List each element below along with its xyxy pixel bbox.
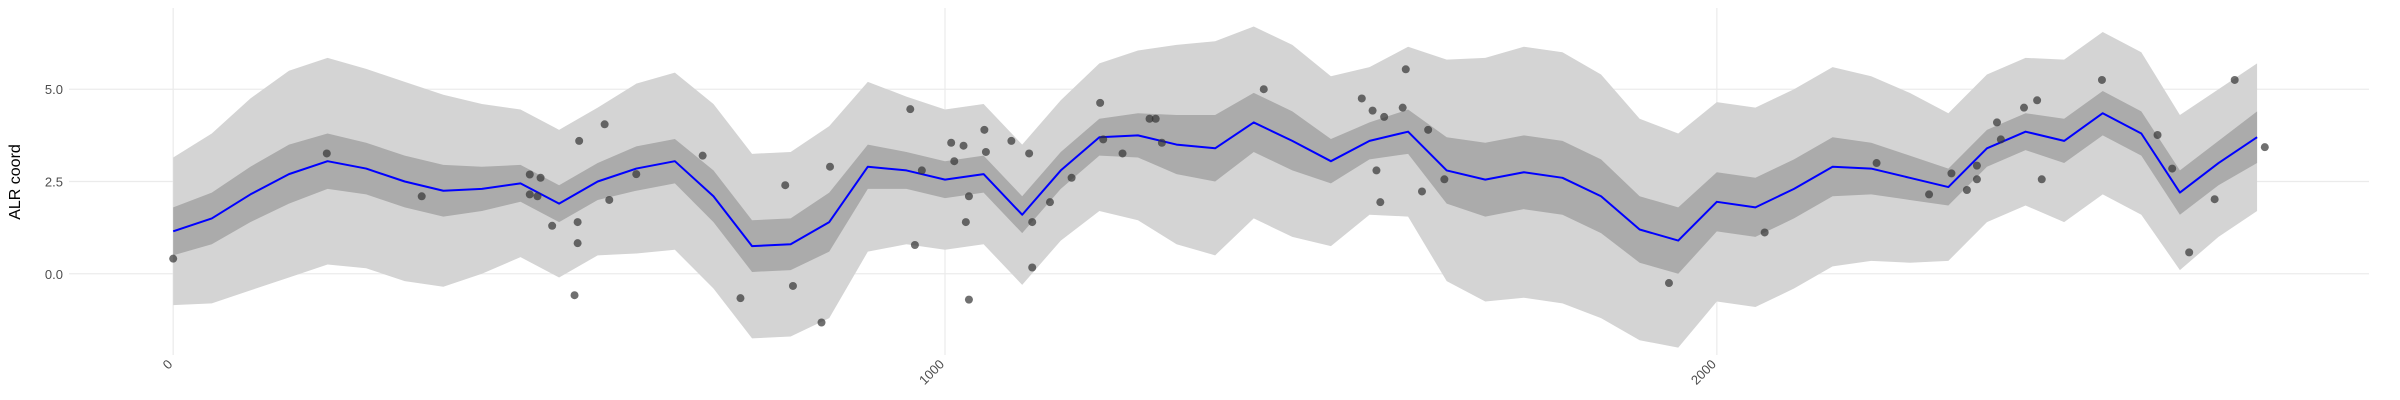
observation-point	[980, 125, 989, 134]
observation-point	[1872, 159, 1881, 168]
observation-point	[1401, 65, 1410, 74]
observation-point	[1376, 198, 1385, 207]
observation-point	[1099, 135, 1108, 144]
observation-point	[575, 136, 584, 145]
observation-point	[2230, 75, 2239, 84]
observation-point	[2033, 96, 2042, 105]
observation-point	[950, 157, 959, 166]
observation-point	[1145, 114, 1154, 123]
observation-point	[981, 147, 990, 156]
observation-point	[826, 162, 835, 171]
x-tick-label: 2000	[1688, 357, 1719, 388]
observation-point	[533, 192, 542, 201]
observation-point	[536, 173, 545, 182]
observation-point	[1760, 228, 1769, 237]
observation-point	[605, 195, 614, 204]
observation-point	[736, 294, 745, 303]
observation-point	[632, 170, 641, 179]
observation-point	[1259, 85, 1268, 94]
observation-point	[964, 192, 973, 201]
observation-point	[600, 120, 609, 129]
observation-point	[525, 190, 534, 199]
observation-point	[1664, 279, 1673, 288]
observation-point	[961, 218, 970, 227]
observation-point	[1118, 149, 1127, 158]
y-tick-label: 5.0	[45, 82, 63, 97]
observation-point	[910, 240, 919, 249]
observation-point	[1947, 169, 1956, 178]
observation-point	[1096, 98, 1105, 107]
observation-point	[1157, 138, 1166, 147]
observation-point	[417, 192, 426, 201]
observation-point	[573, 218, 582, 227]
observation-point	[322, 149, 331, 158]
y-tick-label: 2.5	[45, 175, 63, 190]
observation-point	[698, 151, 707, 160]
credible-band	[173, 91, 2258, 274]
observation-point	[1996, 135, 2005, 144]
observation-point	[525, 170, 534, 179]
observation-point	[1151, 114, 1160, 123]
y-axis-label: ALR coord	[7, 144, 24, 220]
observation-point	[1368, 106, 1377, 115]
observation-point	[1398, 103, 1407, 112]
observation-point	[1972, 161, 1981, 170]
observation-point	[817, 318, 826, 327]
observation-point	[788, 281, 797, 290]
observation-point	[1007, 136, 1016, 145]
observation-point	[1045, 198, 1054, 207]
observation-point	[2185, 248, 2194, 257]
observation-point	[1925, 190, 1934, 199]
observation-point	[2210, 195, 2219, 204]
observation-point	[2020, 103, 2028, 112]
credible-band	[173, 26, 2258, 348]
observation-point	[1424, 125, 1433, 134]
plot-area	[169, 26, 2269, 348]
observation-point	[548, 221, 557, 230]
observation-point	[2260, 143, 2269, 152]
observation-point	[2153, 130, 2162, 139]
observation-point	[1417, 187, 1426, 196]
observation-point	[1028, 263, 1037, 272]
mean-line	[172, 112, 2258, 248]
observation-point	[1025, 149, 1034, 158]
observation-point	[1357, 94, 1366, 103]
observation-point	[1380, 112, 1389, 121]
observation-point	[964, 295, 973, 304]
y-tick-label: 0.0	[45, 267, 63, 282]
observation-point	[1440, 175, 1449, 184]
x-tick-label: 1000	[916, 357, 947, 388]
observation-point	[906, 105, 915, 114]
observation-point	[947, 138, 956, 147]
observation-point	[570, 291, 579, 300]
observation-point	[781, 181, 790, 190]
observation-point	[959, 141, 968, 150]
observation-point	[2037, 175, 2046, 184]
observation-point	[917, 166, 926, 175]
observation-point	[2168, 164, 2177, 173]
x-tick-label: 0	[160, 357, 176, 373]
observation-point	[1992, 118, 2001, 127]
observation-point	[169, 254, 178, 263]
observation-point	[2097, 75, 2106, 84]
observation-point	[1372, 166, 1381, 175]
observation-point	[1962, 185, 1971, 194]
observation-point	[1067, 173, 1076, 182]
observation-point	[1028, 218, 1037, 227]
observation-point	[1972, 175, 1981, 184]
observation-point	[573, 239, 582, 248]
